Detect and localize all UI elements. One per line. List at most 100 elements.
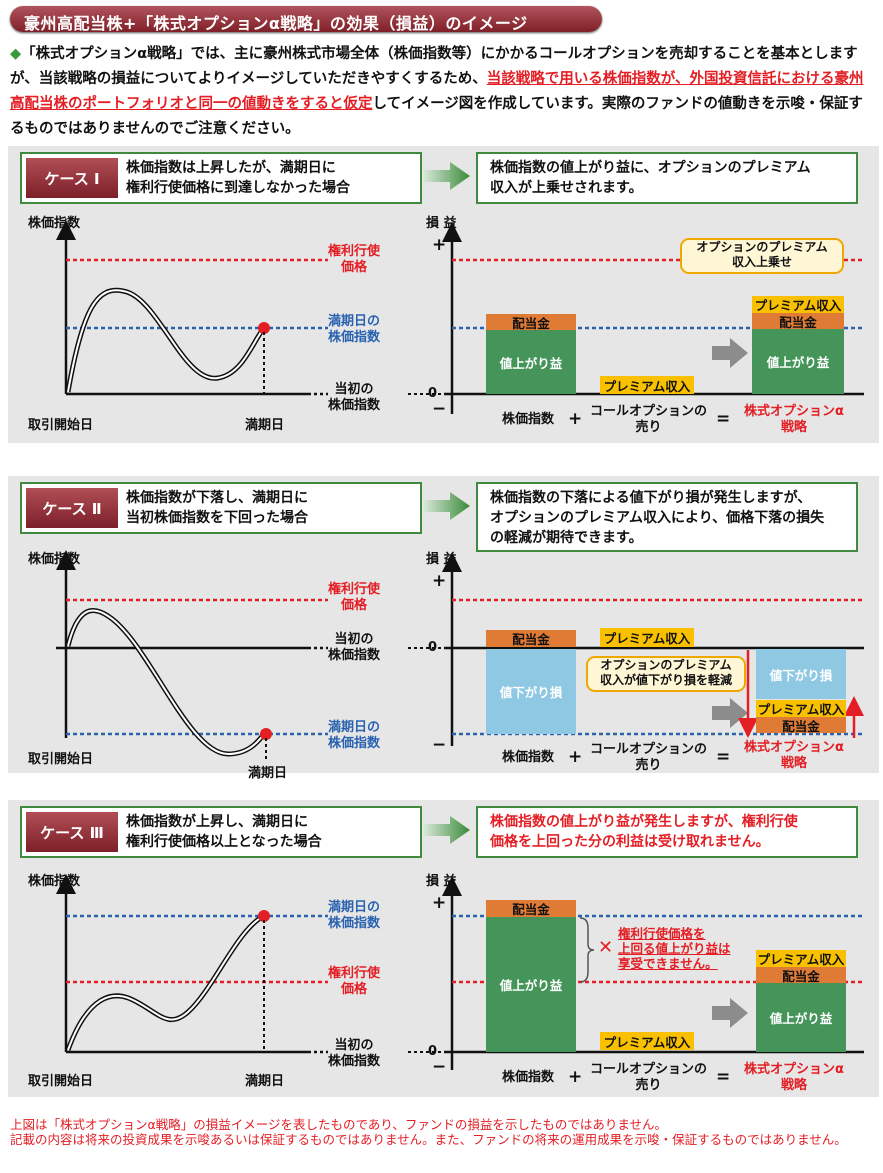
case-3-tag: ケース Ⅲ [26, 812, 118, 852]
case-2-tag: ケース Ⅱ [26, 488, 118, 528]
gain-bar: 値上がり益 [486, 330, 576, 394]
footer-disclaimer: 上図は「株式オプションα戦略」の損益イメージを表したものであり、ファンドの損益を… [10, 1117, 847, 1147]
maturity-index-label: 満期日の 株価指数 [328, 314, 381, 345]
zero-label: 0 [428, 640, 438, 655]
case-3-condition-box: ケース Ⅲ 株価指数が上昇し、満期日に 権利行使価格以上となった場合 [20, 806, 422, 858]
case-3-result-box: 株価指数の値上がり益が発生しますが、権利行使 価格を上回った分の利益は受け取れま… [476, 806, 858, 858]
title-bar: 豪州高配当株+「株式オプションα戦略」の効果（損益）のイメージ [10, 6, 602, 33]
plus-label: + [432, 893, 447, 913]
case-1-panel: ケース Ⅰ 株価指数は上昇したが、満期日に 権利行使価格に到達しなかった場合 株… [8, 146, 879, 443]
intro-text-2: してイメージ図を作成しています。実際のファンドの値動きを示唆・保証するものではあ… [10, 96, 863, 137]
case-1-condition-box: ケース Ⅰ 株価指数は上昇したが、満期日に 権利行使価格に到達しなかった場合 [20, 152, 422, 204]
strategy-premium-bar: プレミアム収入 [756, 700, 846, 717]
gain-bar: 値上がり益 [486, 917, 576, 1052]
page-title: 豪州高配当株+「株式オプションα戦略」の効果（損益）のイメージ [24, 14, 528, 33]
case-2-flow-arrow-icon [424, 492, 470, 520]
case-3-result: 株価指数の値上がり益が発生しますが、権利行使 価格を上回った分の利益は受け取れま… [490, 814, 798, 850]
strategy-dividend-bar: 配当金 [756, 967, 846, 984]
eq-index-label: 株価指数 [502, 412, 555, 427]
minus-label: − [432, 1057, 447, 1077]
plus-label: + [432, 571, 447, 591]
maturity-index-label: 満期日の 株価指数 [328, 720, 381, 751]
case-1-callout: オプションのプレミアム 収入上乗せ [680, 238, 844, 274]
intro-paragraph: ◆「株式オプションα戦略」では、主に豪州株式市場全体（株価指数等）にかかるコール… [10, 42, 876, 142]
case-2-panel: ケース Ⅱ 株価指数が下落し、満期日に 当初株価指数を下回った場合 株価指数の下… [8, 476, 879, 781]
eq-strategy-label: 株式オプションα 戦略 [744, 404, 844, 435]
case-1-result-box: 株価指数の値上がり益に、オプションのプレミアム 収入が上乗せされます。 [476, 152, 858, 204]
initial-index-label: 当初の 株価指数 [328, 382, 381, 413]
premium-bar: プレミアム収入 [600, 628, 694, 647]
strategy-gain-bar: 値上がり益 [756, 983, 846, 1052]
eq-call-label: コールオプションの 売り [590, 742, 708, 773]
zero-label: 0 [428, 386, 438, 401]
case-3-flow-arrow-icon [424, 816, 470, 844]
strategy-premium-bar: プレミアム収入 [756, 950, 846, 967]
dividend-bar: 配当金 [486, 900, 576, 917]
initial-index-label: 当初の 株価指数 [328, 632, 381, 663]
minus-label: − [432, 735, 447, 755]
case-1-result: 株価指数の値上がり益に、オプションのプレミアム 収入が上乗せされます。 [490, 160, 811, 196]
dividend-bar: 配当金 [486, 314, 576, 331]
eq-equals-label: = [716, 1067, 731, 1087]
case-1-flow-arrow-icon [424, 162, 470, 190]
case-3-panel: ケース Ⅲ 株価指数が上昇し、満期日に 権利行使価格以上となった場合 株価指数の… [8, 800, 879, 1097]
eq-call-label: コールオプションの 売り [590, 404, 708, 435]
case-1-diagram [56, 220, 864, 414]
strategy-dividend-bar: 配当金 [756, 717, 846, 734]
maturity-point [258, 322, 270, 334]
pl-label: 損 益 [426, 874, 457, 889]
maturity-date-label: 満期日 [248, 766, 288, 781]
eq-plus-label: + [568, 1067, 583, 1087]
index-label: 株価指数 [28, 216, 81, 231]
pl-label: 損 益 [426, 552, 457, 567]
cross-icon: ✕ [598, 937, 614, 958]
index-label: 株価指数 [28, 874, 81, 889]
minus-label: − [432, 399, 447, 419]
strategy-premium-bar: プレミアム収入 [752, 296, 844, 313]
eq-equals-label: = [716, 409, 731, 429]
eq-equals-label: = [716, 747, 731, 767]
dividend-bar: 配当金 [486, 630, 576, 647]
maturity-date-label: 満期日 [245, 418, 285, 433]
case-3-description: 株価指数が上昇し、満期日に 権利行使価格以上となった場合 [126, 814, 322, 850]
case-2-result-box: 株価指数の下落による値下がり損が発生しますが、 オプションのプレミアム収入により… [476, 482, 858, 552]
start-date-label: 取引開始日 [28, 752, 94, 767]
strategy-loss-bar: 値下がり損 [756, 649, 846, 699]
premium-bar: プレミアム収入 [600, 1032, 694, 1050]
case-2-callout: オプションのプレミアム 収入が値下がり損を軽減 [586, 656, 746, 692]
case-2-result: 株価指数の下落による値下がり損が発生しますが、 オプションのプレミアム収入により… [490, 490, 825, 546]
strategy-dividend-bar: 配当金 [752, 313, 844, 330]
eq-strategy-label: 株式オプションα 戦略 [744, 1062, 844, 1093]
initial-index-label: 当初の 株価指数 [328, 1038, 381, 1069]
index-label: 株価指数 [28, 552, 81, 567]
plus-label: + [432, 235, 447, 255]
index-path-outer [65, 287, 266, 393]
intro-text-1: 「株式オプションα戦略」では、主に豪州株式市場全体（株価指数等）にかかるコールオ… [10, 46, 858, 87]
case-3-note: 権利行使価格を 上回る値上がり益は 享受できません。 [618, 926, 731, 971]
eq-plus-label: + [568, 747, 583, 767]
case-3-diagram [56, 874, 864, 1070]
case-2-diagram [56, 550, 864, 762]
start-date-label: 取引開始日 [28, 418, 94, 433]
eq-call-label: コールオプションの 売り [590, 1062, 708, 1093]
result-arrow-icon [712, 338, 748, 368]
brace-icon [579, 917, 595, 983]
case-2-description: 株価指数が下落し、満期日に 当初株価指数を下回った場合 [126, 490, 308, 526]
strike-label: 権利行使 価格 [328, 244, 381, 275]
intro-highlight: 当該戦略で用いる株価指数が、外国投資信託における豪州高配当株のポートフォリオと同… [10, 71, 864, 112]
strike-label: 権利行使 価格 [328, 966, 381, 997]
eq-index-label: 株価指数 [502, 750, 555, 765]
maturity-index-label: 満期日の 株価指数 [328, 900, 381, 931]
premium-bar: プレミアム収入 [600, 376, 694, 394]
strategy-gain-bar: 値上がり益 [752, 329, 844, 394]
eq-plus-label: + [568, 409, 583, 429]
case-1-description: 株価指数は上昇したが、満期日に 権利行使価格に到達しなかった場合 [126, 160, 350, 196]
bullet-icon: ◆ [10, 46, 22, 62]
pl-label: 損 益 [426, 216, 457, 231]
eq-strategy-label: 株式オプションα 戦略 [744, 740, 844, 771]
loss-bar: 値下がり損 [486, 649, 576, 734]
zero-label: 0 [428, 1044, 438, 1059]
maturity-date-label: 満期日 [245, 1074, 285, 1089]
eq-index-label: 株価指数 [502, 1070, 555, 1085]
start-date-label: 取引開始日 [28, 1074, 94, 1089]
